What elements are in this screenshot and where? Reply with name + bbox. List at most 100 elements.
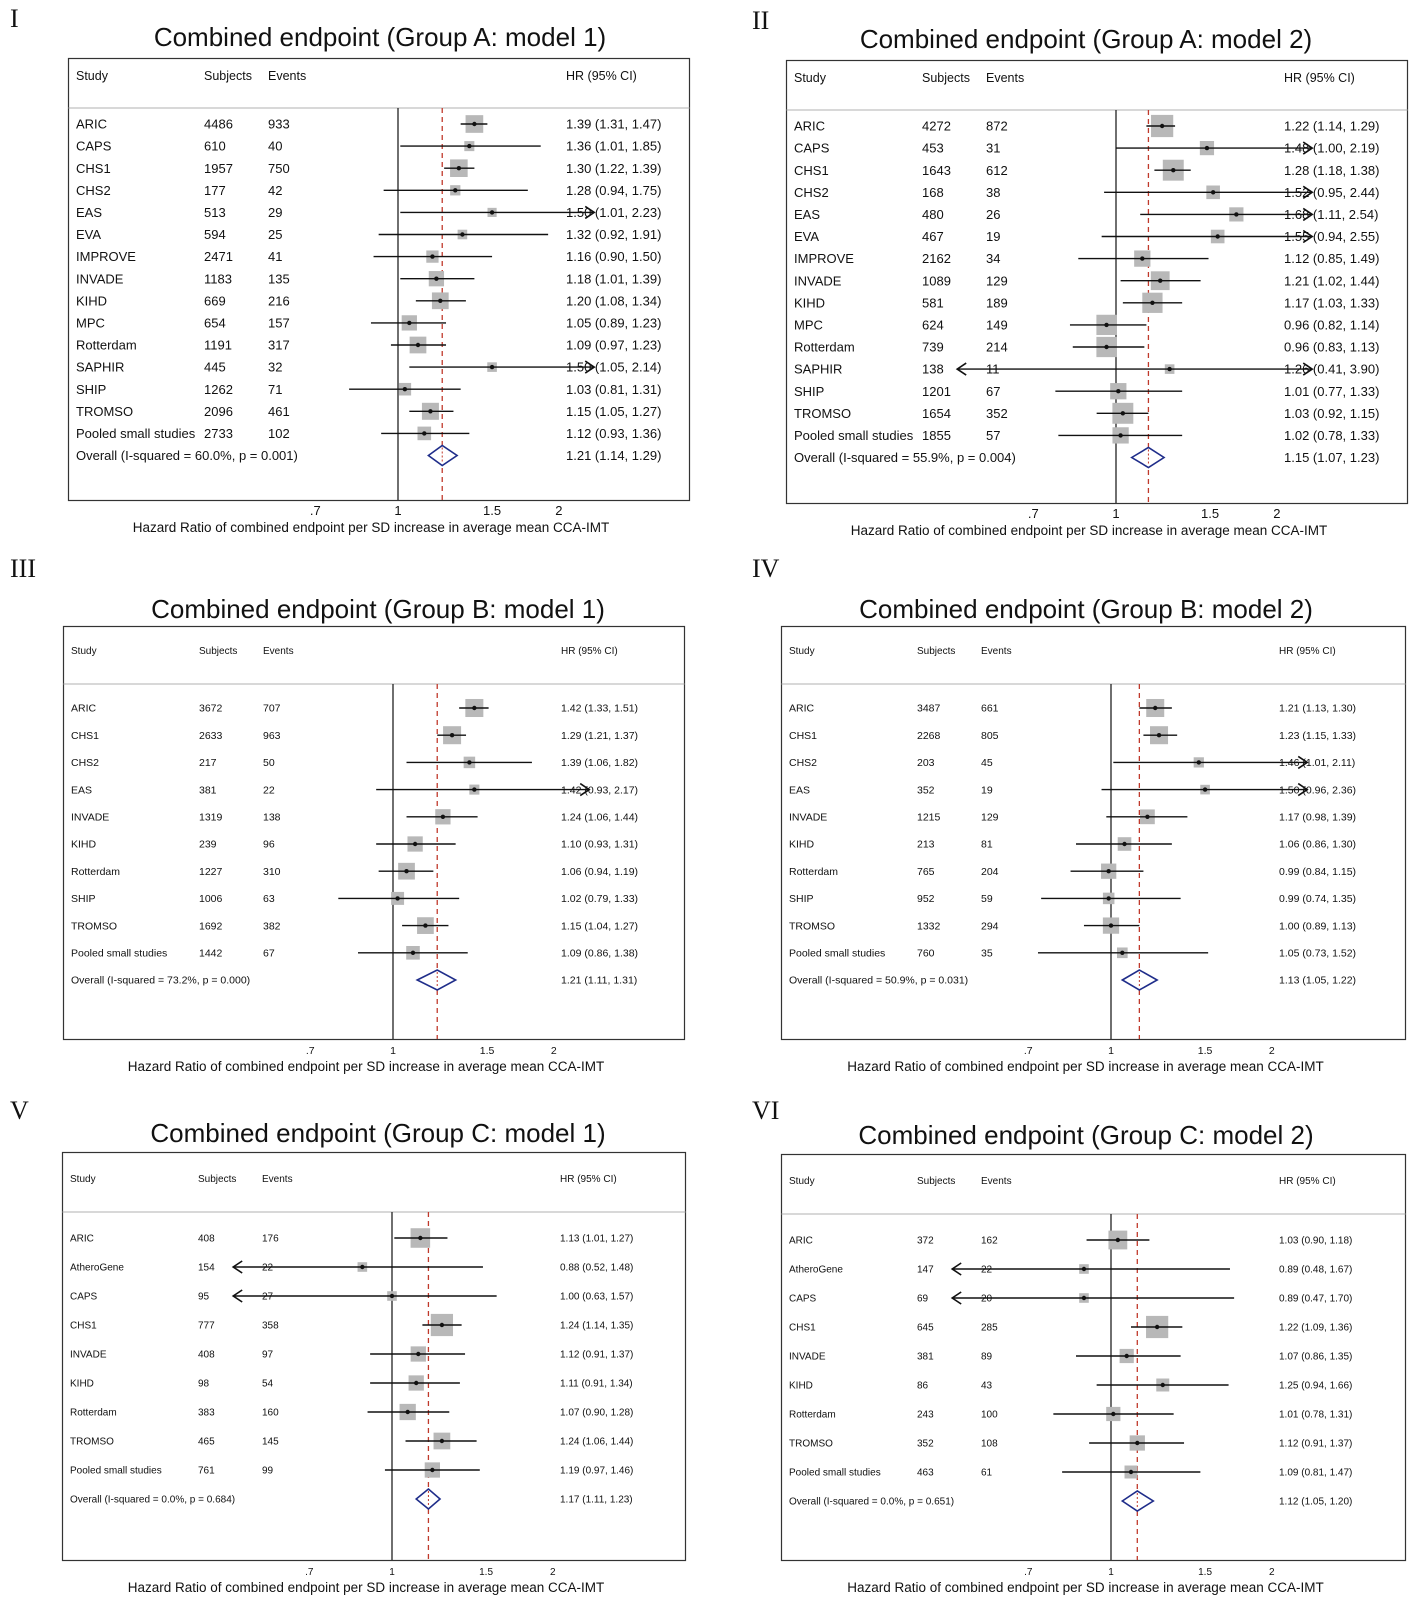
hr-label: 1.05 (0.73, 1.52) xyxy=(1279,947,1356,959)
point-estimate xyxy=(472,121,477,127)
point-estimate xyxy=(428,409,433,414)
subjects-value: 1643 xyxy=(922,163,951,178)
events-value: 138 xyxy=(263,811,281,823)
study-label: CHS1 xyxy=(71,730,99,742)
overall-diamond xyxy=(1120,1490,1155,1512)
hr-label: 1.24 (1.06, 1.44) xyxy=(560,1437,633,1448)
study-label: ARIC xyxy=(794,119,825,134)
point-estimate xyxy=(438,298,443,303)
point-estimate xyxy=(1081,1266,1087,1272)
subjects-value: 352 xyxy=(917,1439,934,1450)
study-label: Pooled small studies xyxy=(789,1468,881,1479)
x-tick-label: 2 xyxy=(1269,1045,1275,1057)
events-value: 100 xyxy=(981,1410,998,1421)
point-estimate xyxy=(1106,869,1111,874)
point-estimate xyxy=(395,896,400,901)
point-estimate xyxy=(1234,212,1239,217)
plot-frame xyxy=(61,1151,687,1562)
arrow-right-icon xyxy=(1302,229,1314,244)
hr-label: 1.32 (0.92, 1.91) xyxy=(566,227,661,242)
events-value: 26 xyxy=(986,207,1000,222)
point-estimate xyxy=(407,320,412,326)
point-estimate xyxy=(1160,1382,1165,1388)
overall-label: Overall (I-squared = 73.2%, p = 0.000) xyxy=(71,975,250,987)
x-tick-label: 2 xyxy=(555,503,562,518)
panel-number: II xyxy=(752,6,770,35)
subjects-value: 95 xyxy=(198,1292,210,1303)
hr-label: 1.30 (1.22, 1.39) xyxy=(566,161,661,176)
arrow-right-icon xyxy=(1302,141,1314,155)
study-label: Pooled small studies xyxy=(70,1466,162,1477)
events-value: 22 xyxy=(981,1265,993,1276)
events-value: 204 xyxy=(981,866,999,878)
point-estimate xyxy=(412,841,418,847)
x-tick-label: .7 xyxy=(305,1567,314,1578)
chart-title: Combined endpoint (Group A: model 1) xyxy=(153,22,607,52)
events-value: 61 xyxy=(981,1468,993,1479)
events-value: 149 xyxy=(986,317,1008,332)
point-estimate xyxy=(1154,1324,1160,1330)
column-header-study: Study xyxy=(76,69,109,83)
x-tick-label: 1.5 xyxy=(1198,1045,1213,1057)
study-label: KIHD xyxy=(71,839,97,851)
hr-label: 1.12 (0.91, 1.37) xyxy=(560,1350,633,1361)
study-label: CHS2 xyxy=(71,757,99,769)
hr-label: 1.03 (0.81, 1.31) xyxy=(566,382,661,397)
events-value: 176 xyxy=(262,1234,279,1245)
subjects-value: 177 xyxy=(204,183,226,198)
column-header-events: Events xyxy=(986,71,1024,85)
study-label: TROMSO xyxy=(76,404,133,419)
subjects-value: 1442 xyxy=(199,947,223,959)
arrow-right-icon xyxy=(584,360,596,374)
point-estimate xyxy=(1210,190,1216,195)
hr-label: 1.13 (1.01, 1.27) xyxy=(560,1234,633,1245)
events-value: 461 xyxy=(268,404,290,419)
study-label: CHS1 xyxy=(70,1321,97,1332)
study-label: ARIC xyxy=(71,703,97,715)
arrow-right-icon xyxy=(584,205,596,220)
chart-title: Combined endpoint (Group C: model 1) xyxy=(150,1118,606,1148)
study-label: SHIP xyxy=(794,384,824,399)
hr-label: 1.29 (1.21, 1.37) xyxy=(561,730,638,742)
events-value: 96 xyxy=(263,839,275,851)
point-estimate xyxy=(489,210,495,215)
x-tick-label: 1 xyxy=(1112,506,1119,521)
hr-label: 1.09 (0.97, 1.23) xyxy=(566,338,661,353)
subjects-value: 952 xyxy=(917,893,935,905)
column-header-events: Events xyxy=(263,646,294,657)
events-value: 29 xyxy=(268,205,282,220)
plot-frame xyxy=(780,625,1407,1041)
subjects-value: 69 xyxy=(917,1294,929,1305)
column-header-study: Study xyxy=(70,1174,96,1185)
hr-label: 1.12 (0.93, 1.36) xyxy=(566,426,661,441)
x-tick-label: 1 xyxy=(1108,1567,1114,1578)
point-estimate xyxy=(460,232,465,237)
study-label: EAS xyxy=(76,205,102,220)
subjects-value: 352 xyxy=(917,784,935,796)
column-header-events: Events xyxy=(981,1176,1012,1187)
point-estimate xyxy=(1196,760,1201,765)
hr-label: 1.00 (0.63, 1.57) xyxy=(560,1292,633,1303)
events-value: 358 xyxy=(262,1321,279,1332)
point-estimate xyxy=(360,1264,365,1270)
study-label: CAPS xyxy=(794,141,830,156)
study-label: INVADE xyxy=(789,811,827,823)
events-value: 59 xyxy=(981,893,993,905)
hr-label: 1.28 (1.18, 1.38) xyxy=(1284,163,1379,178)
overall-label: Overall (I-squared = 0.0%, p = 0.684) xyxy=(70,1495,235,1506)
hr-label: 1.23 (1.15, 1.33) xyxy=(1279,730,1356,742)
study-label: KIHD xyxy=(789,839,815,851)
column-header-hr: HR (95% CI) xyxy=(1279,1176,1336,1187)
hr-label: 1.07 (0.90, 1.28) xyxy=(560,1408,633,1419)
hr-label: 1.00 (0.89, 1.13) xyxy=(1279,920,1356,932)
study-label: TROMSO xyxy=(70,1437,114,1448)
study-label: TROMSO xyxy=(794,406,851,421)
overall-diamond xyxy=(415,969,458,991)
x-tick-label: 1.5 xyxy=(480,1045,495,1057)
hr-label: 0.89 (0.48, 1.67) xyxy=(1279,1265,1352,1276)
events-value: 67 xyxy=(263,947,275,959)
events-value: 382 xyxy=(263,920,281,932)
arrow-right-icon xyxy=(579,782,591,797)
hr-label: 1.42 (0.93, 2.17) xyxy=(561,784,638,796)
subjects-value: 739 xyxy=(922,340,944,355)
